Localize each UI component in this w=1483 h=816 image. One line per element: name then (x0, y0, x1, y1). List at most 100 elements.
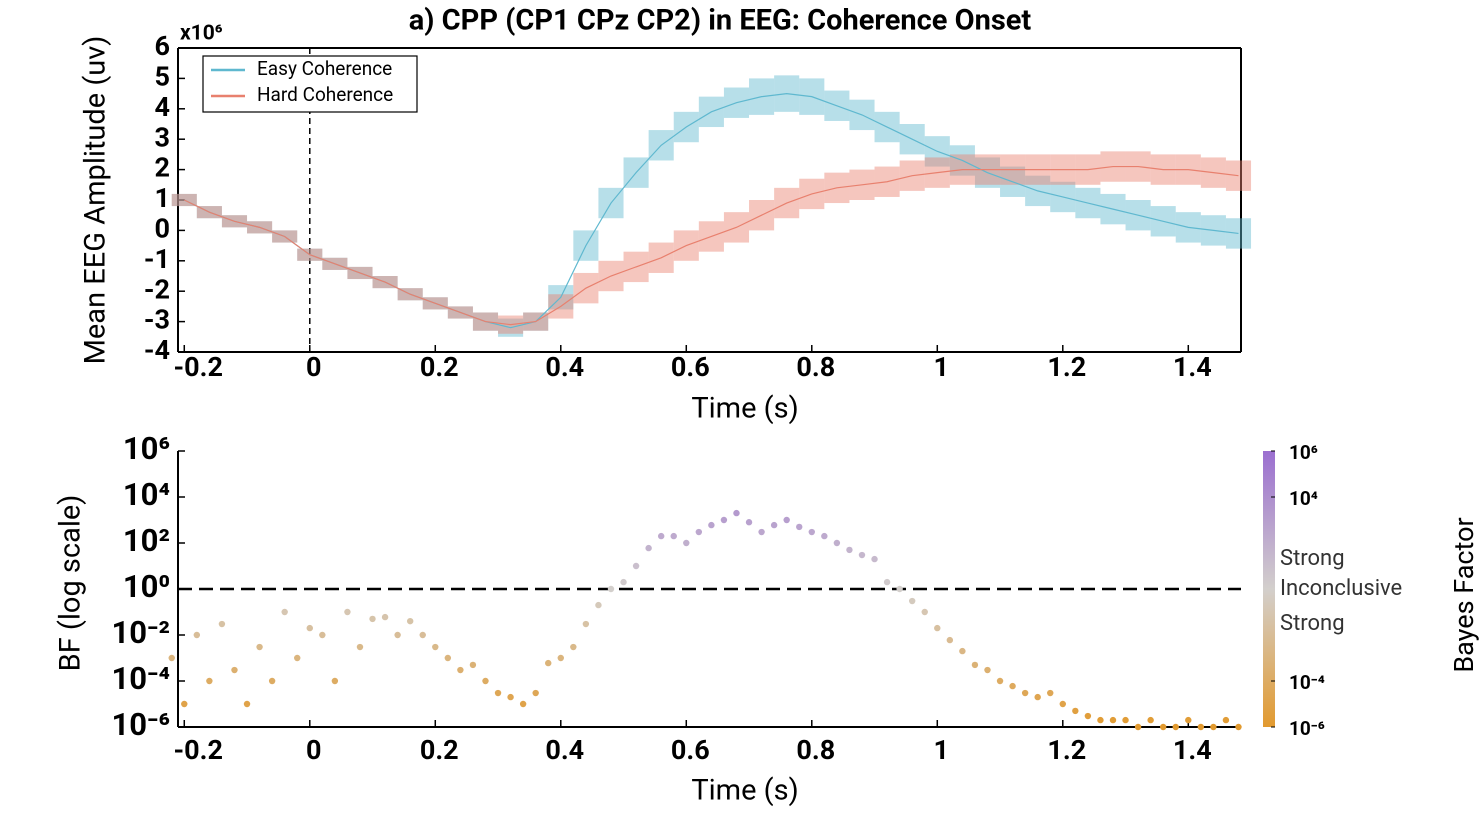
colorbar-tick-label: 10⁶ (1289, 441, 1318, 464)
scatter-point (369, 615, 376, 623)
scatter-point (695, 528, 703, 536)
scatter-point (1109, 716, 1117, 724)
scatter-point (432, 643, 439, 651)
y-tick-label: -2 (144, 273, 170, 305)
scatter-point (419, 631, 426, 639)
scatter-point (181, 700, 188, 708)
y-tick-label: 2 (155, 152, 171, 184)
scatter-point (1147, 716, 1154, 724)
x-tick-label: 1 (934, 734, 950, 766)
scatter-point (1185, 716, 1192, 724)
scatter-point (1047, 689, 1054, 697)
scatter-point (532, 689, 539, 697)
scatter-point (344, 608, 351, 616)
y-tick-label: 10⁻² (112, 614, 171, 651)
y-axis-label: Mean EEG Amplitude (uv) (79, 36, 113, 365)
scatter-point (243, 700, 251, 708)
scatter-point (1222, 716, 1230, 724)
legend-label: Easy Coherence (257, 57, 392, 80)
x-axis-label: Time (s) (691, 392, 798, 426)
scatter-point (921, 608, 928, 616)
scatter-point (883, 578, 891, 586)
scatter-point (984, 666, 991, 674)
x-tick-label: 1.4 (1173, 734, 1212, 766)
scatter-point (1059, 700, 1066, 708)
scatter-point (406, 617, 414, 625)
scatter-point (645, 544, 652, 552)
scatter-point (281, 608, 288, 616)
scatter-point (758, 528, 765, 536)
y-axis-label: BF (log scale) (54, 495, 88, 672)
x-tick-label: 0 (306, 351, 322, 383)
scatter-point (394, 631, 401, 639)
colorbar (1263, 451, 1275, 727)
y-multiplier: x10⁶ (180, 22, 223, 46)
scatter-point (1072, 707, 1079, 715)
x-tick-label: 0 (306, 734, 322, 766)
scatter-point (821, 532, 828, 540)
x-tick-label: 1.2 (1047, 734, 1086, 766)
x-tick-label: -0.2 (174, 734, 223, 766)
y-tick-label: 0 (155, 213, 171, 245)
y-tick-label: 6 (155, 30, 171, 62)
y-tick-label: 10² (123, 522, 170, 559)
x-tick-label: 0.8 (796, 351, 835, 383)
scatter-point (733, 509, 740, 517)
legend-box (202, 55, 418, 113)
scatter-point (457, 666, 464, 674)
y-tick-label: 4 (155, 91, 171, 123)
x-tick-label: 1 (934, 351, 950, 383)
scatter-point (1134, 723, 1142, 731)
x-tick-label: 0.2 (420, 351, 459, 383)
scatter-point (745, 519, 753, 526)
scatter-point (1172, 723, 1179, 731)
colorbar-tick-label: 10⁴ (1289, 487, 1318, 510)
y-tick-label: -4 (144, 334, 170, 366)
chart-title: a) CPP (CP1 CPz CP2) in EEG: Coherence O… (409, 4, 1032, 38)
x-tick-label: 1.4 (1173, 351, 1212, 383)
scatter-point (356, 643, 364, 651)
scatter-point (620, 578, 627, 586)
x-tick-label: 0.6 (671, 734, 710, 766)
scatter-point (582, 620, 590, 628)
scatter-point (331, 677, 339, 685)
x-axis-label: Time (s) (691, 774, 798, 808)
x-tick-label: 0.8 (796, 734, 835, 766)
y-tick-label: 10⁴ (123, 476, 170, 513)
scatter-point (1009, 682, 1016, 690)
scatter-point (946, 636, 954, 644)
y-tick-label: 10⁻⁶ (112, 706, 171, 743)
y-tick-label: 10⁰ (123, 568, 170, 605)
scatter-point (808, 528, 815, 536)
scatter-point (632, 562, 640, 570)
colorbar-label: Bayes Factor (1448, 517, 1480, 672)
scatter-point (268, 677, 276, 685)
scatter-point (657, 532, 665, 540)
scatter-point (381, 613, 389, 621)
scatter-point (494, 689, 502, 697)
scatter-point (1021, 689, 1029, 697)
scatter-point (896, 585, 903, 593)
scatter-point (482, 677, 489, 685)
scatter-point (683, 539, 690, 547)
colorbar-annotation: Strong (1280, 611, 1345, 636)
scatter-point (570, 643, 577, 651)
scatter-point (168, 654, 175, 662)
x-tick-label: 0.2 (420, 734, 459, 766)
scatter-point (871, 555, 878, 563)
scatter-point (469, 661, 477, 669)
scatter-point (996, 677, 1004, 685)
scatter-point (796, 523, 803, 531)
scatter-point (1034, 693, 1041, 701)
scatter-point (783, 516, 790, 524)
scatter-point (1159, 723, 1167, 731)
scatter-point (294, 654, 301, 662)
scatter-point (833, 539, 841, 547)
y-tick-label: 1 (155, 182, 171, 214)
scatter-point (720, 516, 728, 524)
x-tick-label: 0.4 (545, 351, 584, 383)
scatter-point (846, 546, 853, 554)
scatter-point (858, 551, 866, 559)
scatter-point (1235, 723, 1242, 731)
